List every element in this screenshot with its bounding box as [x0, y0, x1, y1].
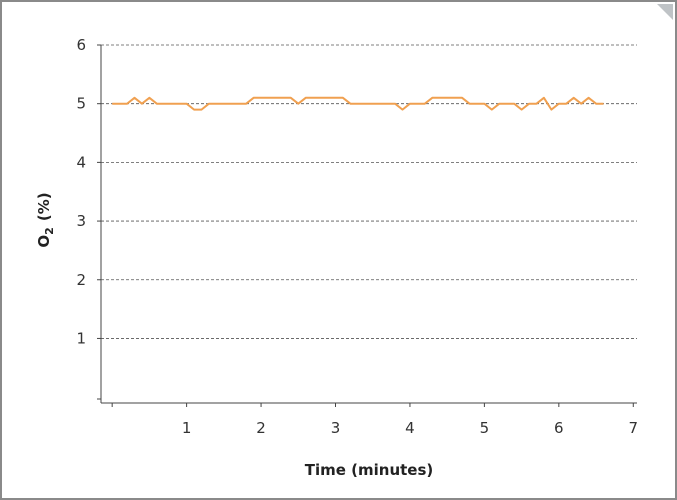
- corner-fold-decoration: [657, 4, 673, 20]
- x-axis-title: Time (minutes): [305, 461, 434, 479]
- y-tick-label-1: 1: [76, 329, 86, 347]
- x-axis-ticks: 1 2 3 4 5 6 7: [111, 403, 639, 437]
- y-axis-ticks: 1 2 3 4 5 6: [76, 36, 101, 400]
- x-tick-label-3: 3: [331, 419, 341, 437]
- y-axis-title-unit: (%): [35, 192, 53, 221]
- gridlines: [101, 44, 637, 339]
- y-tick-label-3: 3: [76, 212, 86, 230]
- y-axis-title-main: O: [35, 235, 53, 248]
- y-tick-label-4: 4: [76, 153, 86, 171]
- y-tick-label-2: 2: [76, 271, 86, 289]
- y-axis-title: O2 (%): [35, 192, 56, 247]
- x-tick-label-7: 7: [629, 419, 639, 437]
- x-tick-label-2: 2: [256, 419, 266, 437]
- series-line-0: [112, 96, 604, 111]
- x-tick-label-5: 5: [480, 419, 490, 437]
- y-tick-label-5: 5: [76, 95, 86, 113]
- y-axis-title-subscript: 2: [43, 227, 56, 235]
- y-tick-label-6: 6: [76, 36, 86, 54]
- x-tick-label-1: 1: [182, 419, 192, 437]
- axes: [100, 45, 637, 404]
- x-tick-label-6: 6: [554, 419, 564, 437]
- series-group: [112, 96, 604, 111]
- x-tick-label-4: 4: [405, 419, 415, 437]
